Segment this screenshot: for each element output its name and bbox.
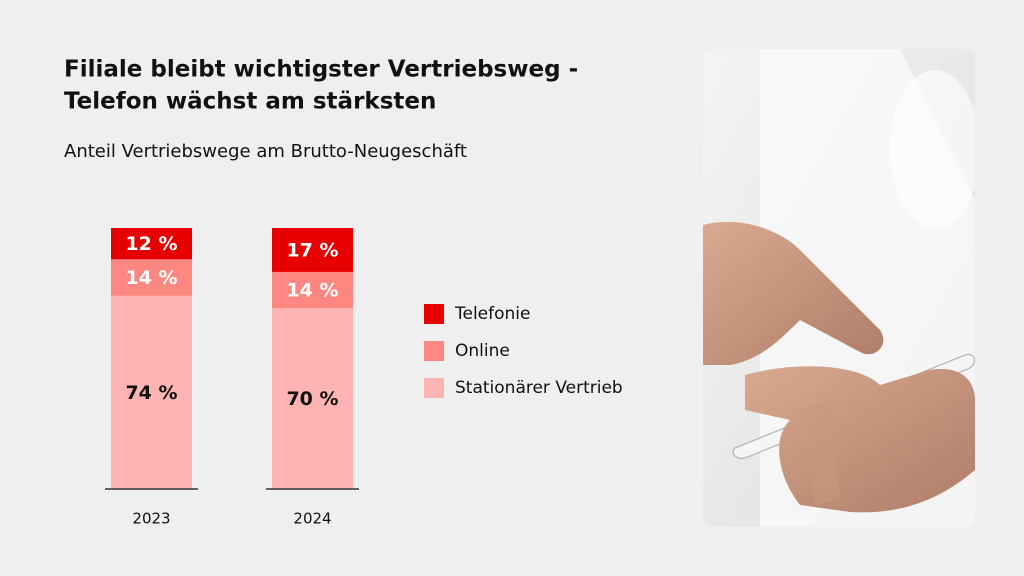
x-tick-label: 2023 [132, 510, 170, 528]
value-label: 17 % [286, 239, 338, 261]
value-label: 12 % [125, 233, 177, 255]
chart-title: Telefon wächst am stärksten [64, 89, 436, 115]
chart-title: Filiale bleibt wichtigster Vertriebsweg … [64, 57, 578, 83]
legend-label: Online [455, 341, 510, 361]
legend-label: Stationärer Vertrieb [455, 378, 623, 398]
bar-segment [111, 228, 192, 260]
value-label: 74 % [125, 382, 177, 404]
bar-segment [272, 271, 353, 309]
legend-swatch [424, 378, 444, 398]
bar-segment [111, 259, 192, 296]
bar-segment [272, 308, 353, 489]
legend-label: Telefonie [454, 304, 530, 324]
bar-segment [111, 295, 192, 489]
value-label: 70 % [286, 388, 338, 410]
chart-subtitle: Anteil Vertriebswege am Brutto-Neugeschä… [64, 141, 467, 162]
bar-segment [272, 228, 353, 272]
x-tick-label: 2024 [293, 510, 331, 528]
legend-swatch [424, 341, 444, 361]
value-label: 14 % [125, 267, 177, 289]
legend-swatch [424, 304, 444, 324]
photo [703, 49, 975, 527]
value-label: 14 % [286, 280, 338, 302]
